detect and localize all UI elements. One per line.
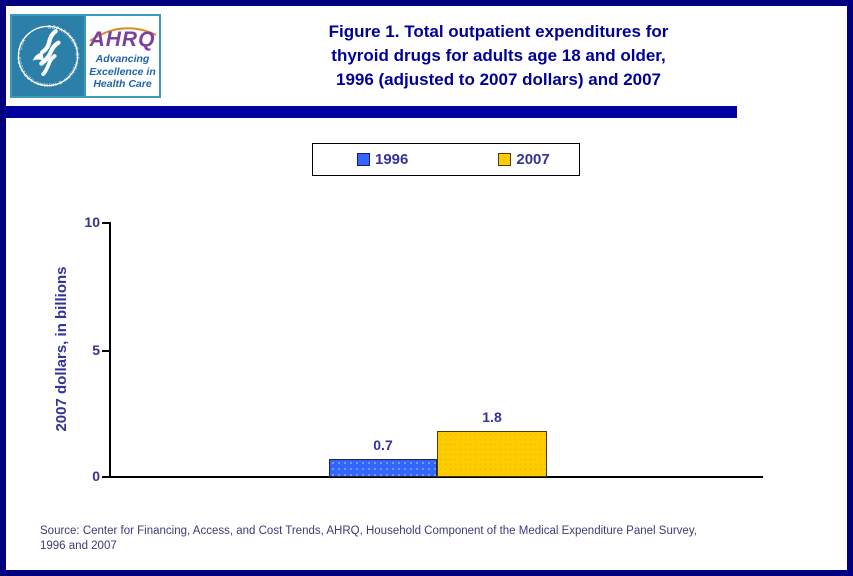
bar-1996	[329, 459, 437, 477]
y-tick	[102, 476, 110, 478]
bar-value-label-1996: 0.7	[373, 437, 393, 453]
y-tick-label: 5	[92, 342, 100, 358]
y-tick	[102, 222, 110, 224]
legend-label: 1996	[375, 151, 409, 168]
source-line: Source: Center for Financing, Access, an…	[40, 525, 697, 537]
figure-title: Figure 1. Total outpatient expenditures …	[156, 20, 841, 92]
bar-2007	[437, 431, 547, 477]
tagline-line: Health Care	[93, 78, 152, 90]
legend-item-2007: 2007	[498, 151, 550, 168]
legend-label: 2007	[516, 151, 550, 168]
source-line: 1996 and 2007	[40, 540, 117, 552]
header-divider-bar	[6, 106, 737, 118]
x-axis-line	[109, 476, 763, 478]
ahrq-panel: AHRQ Advancing Excellence in Health Care	[84, 16, 159, 96]
figure-title-line: thyroid drugs for adults age 18 and olde…	[331, 46, 666, 65]
ahrq-tagline: Advancing Excellence in Health Care	[86, 53, 159, 91]
y-tick-label: 0	[92, 468, 100, 484]
legend-swatch-1996	[357, 153, 370, 166]
hhs-seal-icon: DEPARTMENT OF HEALTH & HUMAN SERVICES • …	[12, 16, 84, 96]
ahrq-wordmark: AHRQ	[89, 28, 156, 51]
chart-legend: 1996 2007	[312, 143, 580, 176]
tagline-line: Advancing	[95, 53, 150, 65]
tagline-line: Excellence in	[89, 65, 156, 78]
figure-title-line: Figure 1. Total outpatient expenditures …	[328, 22, 669, 41]
ahrq-swoosh-icon	[89, 27, 157, 42]
y-tick-label: 10	[84, 214, 100, 230]
bar-value-label-2007: 1.8	[482, 409, 502, 425]
y-tick	[102, 350, 110, 352]
figure-title-line: 1996 (adjusted to 2007 dollars) and 2007	[335, 70, 662, 89]
y-axis-line	[109, 222, 111, 478]
legend-item-1996: 1996	[357, 151, 408, 168]
source-note: Source: Center for Financing, Access, an…	[40, 524, 810, 554]
hhs-ahrq-logo: DEPARTMENT OF HEALTH & HUMAN SERVICES • …	[10, 14, 161, 98]
legend-swatch-2007	[498, 153, 512, 166]
